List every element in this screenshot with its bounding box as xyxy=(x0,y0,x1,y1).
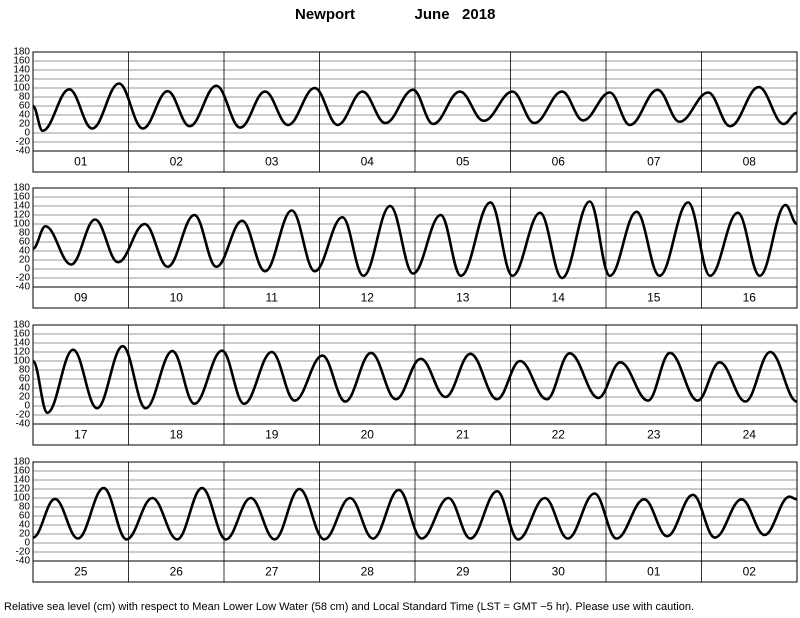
day-label: 08 xyxy=(743,155,757,169)
title-place: Newport xyxy=(295,6,355,23)
day-label: 09 xyxy=(74,291,88,305)
y-tick-label: 80 xyxy=(19,228,31,239)
y-tick-label: 180 xyxy=(13,320,30,331)
day-label: 15 xyxy=(647,291,661,305)
y-tick-label: 0 xyxy=(24,538,30,549)
y-tick-label: 160 xyxy=(13,466,30,477)
y-tick-label: 80 xyxy=(19,502,31,513)
y-tick-label: 120 xyxy=(13,74,30,85)
tide-line xyxy=(32,486,798,541)
day-label: 25 xyxy=(74,565,88,579)
day-label: 12 xyxy=(361,291,375,305)
y-tick-label: -20 xyxy=(16,137,31,148)
y-tick-label: 160 xyxy=(13,192,30,203)
day-label: 27 xyxy=(265,565,279,579)
day-label: 29 xyxy=(456,565,470,579)
y-tick-label: 80 xyxy=(19,92,31,103)
day-label: 14 xyxy=(552,291,566,305)
day-label: 06 xyxy=(552,155,566,169)
y-tick-label: 80 xyxy=(19,365,31,376)
y-tick-label: -20 xyxy=(16,547,31,558)
y-tick-label: -40 xyxy=(16,556,31,567)
y-tick-label: 100 xyxy=(13,219,30,230)
y-tick-label: 120 xyxy=(13,347,30,358)
y-tick-label: 160 xyxy=(13,329,30,340)
day-label: 16 xyxy=(743,291,757,305)
y-tick-label: -40 xyxy=(16,282,31,293)
y-tick-label: 60 xyxy=(19,374,31,385)
y-tick-label: -20 xyxy=(16,410,31,421)
panel-frame xyxy=(32,324,798,446)
y-tick-label: 140 xyxy=(13,201,30,212)
y-tick-label: 120 xyxy=(13,484,30,495)
day-label: 17 xyxy=(74,428,88,442)
y-tick-label: 40 xyxy=(19,520,31,531)
day-label: 11 xyxy=(266,291,279,305)
tide-line xyxy=(31,82,798,133)
day-label: 04 xyxy=(361,155,375,169)
y-tick-label: 20 xyxy=(19,119,31,130)
y-tick-label: -40 xyxy=(16,146,31,157)
title-date: June 2018 xyxy=(415,6,496,23)
day-label: 23 xyxy=(647,428,661,442)
y-tick-label: 0 xyxy=(24,401,30,412)
y-tick-label: 180 xyxy=(13,457,30,468)
y-tick-label: 140 xyxy=(13,65,30,76)
day-label: 28 xyxy=(361,565,375,579)
tide-line xyxy=(32,200,798,280)
y-tick-label: 100 xyxy=(13,493,30,504)
y-tick-label: 0 xyxy=(24,264,30,275)
day-label: 18 xyxy=(170,428,184,442)
footnote: Relative sea level (cm) with respect to … xyxy=(4,601,694,613)
y-tick-label: 160 xyxy=(13,56,30,67)
day-label: 02 xyxy=(743,565,757,579)
y-tick-label: 20 xyxy=(19,529,31,540)
y-tick-label: 100 xyxy=(13,83,30,94)
tide-line xyxy=(31,344,798,415)
y-tick-label: 0 xyxy=(24,128,30,139)
y-tick-label: 180 xyxy=(13,183,30,194)
y-tick-label: 60 xyxy=(19,237,31,248)
day-label: 21 xyxy=(456,428,470,442)
day-label: 01 xyxy=(647,565,661,579)
y-tick-label: 100 xyxy=(13,356,30,367)
day-label: 20 xyxy=(361,428,375,442)
y-tick-label: 40 xyxy=(19,246,31,257)
y-tick-label: 20 xyxy=(19,255,31,266)
day-label: 10 xyxy=(170,291,184,305)
y-tick-label: 140 xyxy=(13,475,30,486)
y-tick-label: 40 xyxy=(19,383,31,394)
y-tick-label: 60 xyxy=(19,101,31,112)
day-label: 02 xyxy=(170,155,184,169)
day-label: 13 xyxy=(456,291,470,305)
y-tick-label: 60 xyxy=(19,511,31,522)
day-label: 01 xyxy=(74,155,88,169)
y-tick-label: 140 xyxy=(13,338,30,349)
day-label: 19 xyxy=(265,428,279,442)
y-tick-label: 20 xyxy=(19,392,31,403)
y-tick-label: -20 xyxy=(16,273,31,284)
day-label: 22 xyxy=(552,428,566,442)
y-tick-label: 40 xyxy=(19,110,31,121)
y-tick-label: 180 xyxy=(13,47,30,58)
panel-frame xyxy=(32,461,798,583)
y-tick-label: 120 xyxy=(13,210,30,221)
day-label: 26 xyxy=(170,565,184,579)
y-tick-label: -40 xyxy=(16,419,31,430)
day-label: 07 xyxy=(647,155,661,169)
day-label: 03 xyxy=(265,155,279,169)
day-label: 05 xyxy=(456,155,470,169)
day-label: 30 xyxy=(552,565,566,579)
day-label: 24 xyxy=(743,428,757,442)
